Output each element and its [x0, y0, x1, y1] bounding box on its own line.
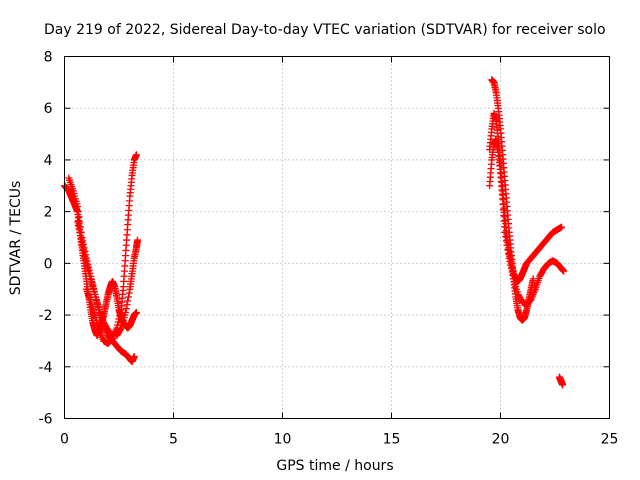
data-point — [92, 293, 100, 301]
data-point — [507, 261, 515, 269]
data-points — [61, 76, 568, 389]
data-point — [130, 352, 138, 360]
data-point — [94, 302, 102, 310]
x-tick-labels: 0 5 10 15 20 25 — [60, 432, 618, 448]
data-point — [78, 239, 86, 247]
y-tick-label: 0 — [44, 256, 53, 272]
data-point — [508, 268, 516, 276]
data-point — [132, 151, 140, 159]
y-axis-label: SDTVAR / TECUs — [8, 181, 24, 296]
data-point — [124, 293, 132, 301]
data-point — [115, 315, 123, 323]
y-tick-label: -2 — [39, 308, 53, 324]
plot-frame — [64, 56, 610, 419]
data-point — [95, 305, 103, 313]
data-point — [502, 237, 510, 245]
y-tick-label: 6 — [44, 101, 53, 117]
chart-title: Day 219 of 2022, Sidereal Day-to-day VTE… — [44, 22, 606, 38]
data-point — [122, 305, 130, 313]
data-point — [108, 332, 116, 340]
data-point — [91, 290, 99, 298]
data-point — [502, 233, 510, 241]
data-point — [80, 249, 88, 257]
x-tick-label: 5 — [169, 432, 178, 448]
y-tick-label: -4 — [39, 360, 53, 376]
grid-lines — [64, 56, 610, 419]
data-point — [504, 250, 512, 258]
data-point — [79, 242, 87, 250]
x-tick-label: 0 — [60, 432, 69, 448]
data-point — [501, 228, 509, 236]
data-point — [505, 254, 513, 262]
axis-ticks — [64, 56, 610, 419]
data-point — [74, 221, 82, 229]
data-point — [92, 296, 100, 304]
data-point — [76, 228, 84, 236]
data-point — [76, 232, 84, 240]
x-tick-label: 15 — [383, 432, 401, 448]
data-point — [124, 297, 132, 305]
data-point — [116, 312, 124, 320]
y-tick-label: 2 — [44, 205, 53, 221]
data-point — [123, 301, 131, 309]
data-point — [108, 331, 116, 339]
data-point — [125, 289, 133, 297]
data-point — [74, 208, 82, 216]
data-point — [559, 381, 567, 389]
data-point — [75, 213, 83, 221]
data-point — [93, 299, 101, 307]
data-point — [82, 256, 90, 264]
data-point — [74, 218, 82, 226]
data-point — [504, 246, 512, 254]
data-point — [114, 318, 122, 326]
x-axis-label: GPS time / hours — [276, 458, 393, 474]
data-point — [503, 241, 511, 249]
x-tick-label: 20 — [492, 432, 510, 448]
y-tick-label: 4 — [44, 153, 53, 169]
data-point — [509, 271, 517, 279]
data-point — [507, 265, 515, 273]
data-point — [77, 235, 85, 243]
data-point — [134, 236, 142, 244]
data-point — [79, 246, 87, 254]
data-point — [506, 258, 514, 266]
data-point — [74, 202, 82, 210]
y-tick-label: 8 — [44, 50, 53, 66]
data-point — [81, 252, 89, 260]
data-point — [558, 223, 566, 231]
y-tick-label: -6 — [39, 412, 53, 428]
data-point — [122, 308, 130, 316]
data-point — [560, 267, 568, 275]
y-tick-labels: -6 -4 -2 0 2 4 6 8 — [39, 50, 53, 428]
x-tick-label: 25 — [601, 432, 619, 448]
data-point — [116, 325, 124, 333]
x-tick-label: 10 — [274, 432, 292, 448]
data-point — [132, 308, 140, 316]
data-point — [75, 225, 83, 233]
